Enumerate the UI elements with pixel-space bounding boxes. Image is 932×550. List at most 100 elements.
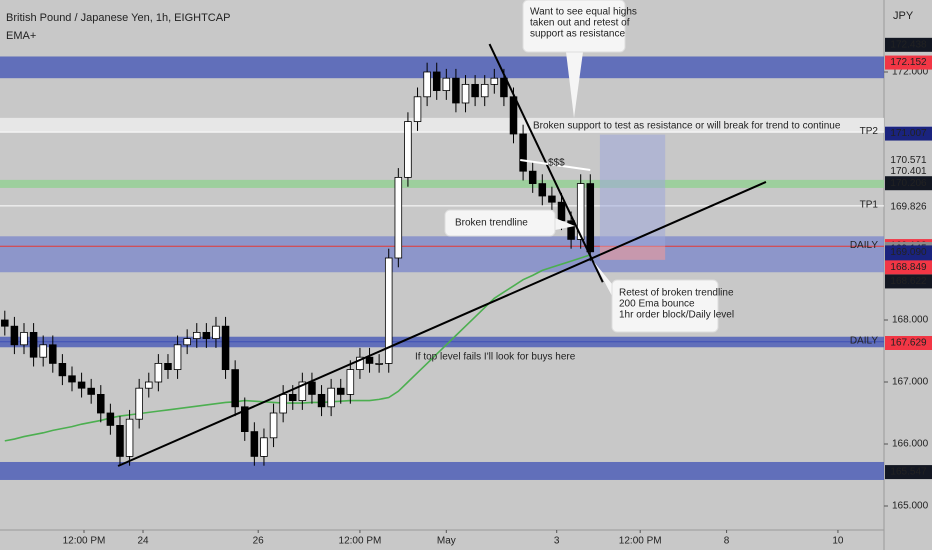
candle-body <box>442 77 451 91</box>
y-tick-label: 165.000 <box>892 501 929 512</box>
candle-body <box>480 83 489 98</box>
candle-body <box>58 362 67 377</box>
zone <box>0 461 884 480</box>
price-tag-label: 172.152 <box>890 57 927 68</box>
candle-body <box>452 77 460 104</box>
candle-body <box>221 325 230 370</box>
price-tag-label: 168.849 <box>890 262 927 273</box>
price-tag-label: 167.629 <box>890 338 927 349</box>
candle-body <box>269 412 278 439</box>
candle-body <box>471 83 479 98</box>
price-tag-label: 170.571 <box>890 155 927 166</box>
price-tag-box <box>885 465 932 480</box>
x-tick-label: 24 <box>137 536 149 547</box>
x-tick-label: 8 <box>724 536 730 547</box>
position-stop <box>599 246 666 260</box>
price-tag-label: 172.438 <box>890 39 927 50</box>
x-tick-label: 26 <box>253 536 265 547</box>
annotation-text: taken out and retest of <box>530 18 630 29</box>
price-tag-box <box>885 176 932 191</box>
price-tag-label: 170.206 <box>890 178 927 189</box>
candle-body <box>39 344 47 358</box>
price-tag: 171.007 <box>885 126 932 141</box>
level-label: TP2 <box>860 126 879 137</box>
candle-body <box>10 325 19 346</box>
position-target <box>599 134 666 247</box>
price-tag-label: 169.826 <box>890 201 927 212</box>
level-label: DAILY <box>850 335 878 346</box>
candle-body <box>106 412 115 426</box>
price-tag-box <box>885 260 932 275</box>
price-tag-box <box>885 164 932 179</box>
annotation-text: Want to see equal highs <box>530 7 637 18</box>
price-tag-label: 171.007 <box>890 128 927 139</box>
candle-body <box>317 393 326 408</box>
candle-body <box>260 437 268 457</box>
candle-body <box>202 331 211 339</box>
x-tick-label: 12:00 PM <box>339 536 382 547</box>
callout-box <box>444 209 556 237</box>
price-tag: 168.849 <box>885 260 932 275</box>
candle-body <box>240 406 249 433</box>
candle-body <box>145 381 153 389</box>
annotation-text: If top level fails I'll look for buys he… <box>415 352 576 363</box>
annotation-text: Retest of broken trendline <box>619 288 734 299</box>
candle-body <box>87 387 95 395</box>
candle-body <box>384 257 393 364</box>
candle-body <box>567 220 575 240</box>
price-tag-label: 170.401 <box>890 166 927 177</box>
candle-body <box>164 362 172 370</box>
candle-body <box>135 387 143 420</box>
candle-body <box>308 381 316 395</box>
y-tick-label: 168.000 <box>892 315 929 326</box>
price-tag-box <box>885 55 932 70</box>
candle-body <box>29 331 38 358</box>
candle-body <box>298 381 307 402</box>
price-tag-label: 165.547 <box>890 467 927 478</box>
candle-body <box>576 183 585 240</box>
price-tag: 172.438 <box>885 37 932 52</box>
price-tag-box <box>885 335 932 350</box>
candle-body <box>116 425 124 457</box>
candle-body <box>20 331 28 346</box>
x-tick-label: May <box>437 536 456 547</box>
price-tag: 172.152 <box>885 55 932 70</box>
x-tick-label: 10 <box>832 536 844 547</box>
candle-body <box>77 381 86 389</box>
candle-body <box>509 96 518 135</box>
candle-body <box>250 431 259 457</box>
currency: JPY <box>893 10 914 22</box>
price-tag-box <box>885 199 932 214</box>
candle-body <box>231 369 239 408</box>
annotation-text: Broken trendline <box>455 218 528 229</box>
candle-body <box>49 344 57 364</box>
candle-body <box>356 356 364 370</box>
y-tick-label: 167.000 <box>892 377 929 388</box>
candle-body <box>193 331 201 339</box>
candle-body <box>423 71 431 98</box>
chart-title: British Pound / Japanese Yen, 1h, EIGHTC… <box>6 12 230 24</box>
candle-body <box>461 83 470 104</box>
candle-body <box>548 195 556 203</box>
candle-body <box>404 121 412 178</box>
annotation-text: 1hr order block/Daily level <box>619 310 734 321</box>
candle-body <box>1 319 9 327</box>
candle-body <box>173 344 182 370</box>
price-tag: 165.547 <box>885 465 932 480</box>
trendline <box>520 159 591 171</box>
price-tag: 168.622 <box>885 274 932 289</box>
level-label: TP1 <box>860 200 879 211</box>
candle-body <box>586 183 595 253</box>
zone <box>0 236 884 273</box>
callout-tail <box>594 262 612 296</box>
zone <box>0 179 884 188</box>
candle-body <box>288 393 297 402</box>
price-tag-box <box>885 37 932 52</box>
callout-tail <box>555 218 575 230</box>
x-tick-label: 12:00 PM <box>619 536 662 547</box>
price-tag-box <box>885 153 932 168</box>
price-tag: 170.401 <box>885 164 932 179</box>
y-tick-label: 166.000 <box>892 439 929 450</box>
